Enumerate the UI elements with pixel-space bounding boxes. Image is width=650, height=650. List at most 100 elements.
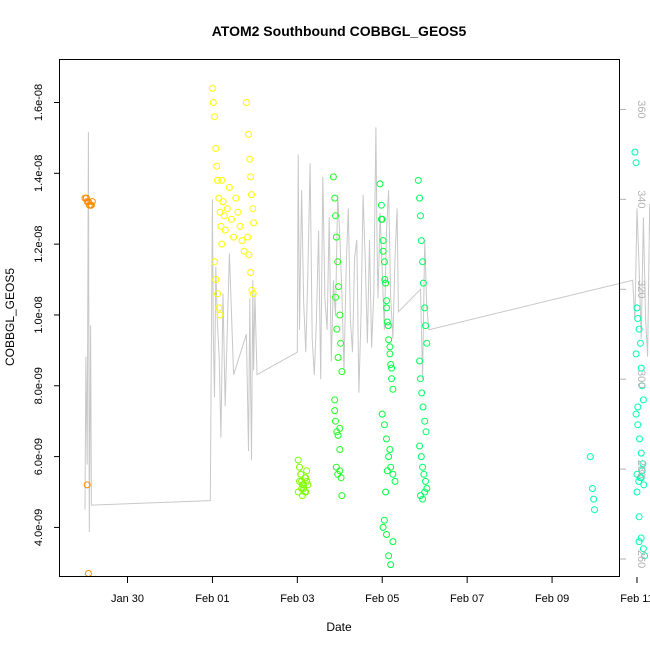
data-point [419, 463, 427, 471]
data-point [329, 173, 337, 181]
data-point [335, 283, 342, 291]
data-point [387, 361, 395, 368]
data-point [386, 343, 394, 351]
data-point [218, 176, 226, 184]
data-point [336, 311, 344, 319]
x-axis-label: Date [326, 620, 352, 634]
y-tick-label: 1.6e-08 [33, 84, 45, 121]
data-point [218, 240, 226, 248]
data-point [417, 375, 424, 383]
data-point [419, 495, 427, 503]
data-point [635, 538, 643, 546]
data-point [331, 194, 339, 202]
x-tick-label: Feb 01 [195, 593, 229, 605]
data-point [634, 421, 642, 429]
data-point [632, 410, 640, 418]
data-point [383, 467, 391, 475]
data-point [83, 481, 91, 489]
data-point [225, 184, 233, 191]
data-point [417, 212, 424, 220]
x-axis: Jan 30 Feb 01 Feb 03 Feb 05 Feb 07 Feb 09 Feb … [111, 577, 650, 605]
data-point [303, 467, 311, 475]
data-point [215, 304, 223, 312]
data-point [88, 198, 96, 206]
data-point [214, 290, 221, 298]
data-point [337, 339, 345, 347]
data-point [637, 474, 645, 482]
data-point [416, 442, 424, 450]
chart-title: ATOM2 Southbound COBBGL_GEOS5 [212, 23, 467, 39]
data-point [331, 396, 339, 404]
data-point [379, 247, 387, 255]
y2-tick-label: 340 [635, 190, 647, 208]
data-point [380, 516, 388, 524]
data-point [234, 208, 242, 216]
data-point [298, 485, 306, 492]
data-point [420, 470, 428, 478]
data-point [302, 488, 310, 496]
data-point [389, 538, 397, 546]
data-point [640, 481, 648, 489]
data-point [223, 205, 231, 213]
data-point [334, 431, 342, 439]
data-point [388, 364, 396, 372]
data-point [635, 325, 643, 333]
data-point [332, 233, 340, 241]
data-point [215, 194, 223, 202]
data-point [381, 276, 389, 283]
data-point [590, 495, 598, 503]
data-point [245, 251, 253, 259]
data-point [637, 364, 645, 372]
data-point [378, 410, 386, 418]
data-point [377, 201, 385, 209]
data-point [633, 488, 641, 496]
data-point [228, 215, 235, 223]
data-point [244, 233, 252, 241]
data-point [383, 531, 390, 538]
data-point [586, 453, 594, 461]
data-point [379, 237, 387, 245]
data-point [87, 201, 95, 209]
data-point [332, 417, 339, 425]
y-tick-label: 1.4e-08 [33, 155, 45, 192]
plot-area [81, 84, 650, 577]
data-point [212, 276, 220, 283]
data-point [338, 368, 346, 376]
data-point [634, 403, 642, 411]
data-point [638, 467, 646, 475]
data-point [421, 417, 429, 425]
data-point [216, 311, 224, 319]
x-tick-label: Jan 30 [111, 593, 144, 605]
data-point [632, 159, 640, 167]
y2-tick-label: 280 [635, 460, 647, 478]
data-point [389, 385, 397, 393]
data-point [416, 357, 424, 365]
series-teal [586, 148, 649, 560]
x-tick-label: Feb 03 [280, 593, 314, 605]
y-tick-label: 4.0e-09 [33, 509, 45, 546]
data-point [300, 485, 308, 492]
y2-tick-label: 360 [635, 100, 647, 118]
series-green [329, 173, 346, 500]
data-point [246, 155, 254, 163]
data-point [384, 322, 392, 330]
data-point [332, 212, 339, 220]
data-point [386, 446, 394, 453]
data-point [333, 325, 341, 333]
data-point [383, 318, 391, 326]
data-point [423, 339, 431, 347]
data-point [383, 304, 390, 312]
data-point [216, 208, 224, 216]
data-point [301, 474, 309, 482]
data-point [219, 198, 227, 206]
series-lime [294, 456, 312, 500]
data-point [380, 421, 388, 429]
data-point [380, 258, 388, 266]
series-green2 [376, 180, 399, 569]
data-point [245, 130, 252, 138]
data-point [631, 148, 639, 156]
data-point [247, 173, 255, 181]
data-point [238, 237, 246, 245]
plot-frame [59, 59, 620, 577]
y-tick-label: 1.2e-08 [33, 225, 45, 262]
